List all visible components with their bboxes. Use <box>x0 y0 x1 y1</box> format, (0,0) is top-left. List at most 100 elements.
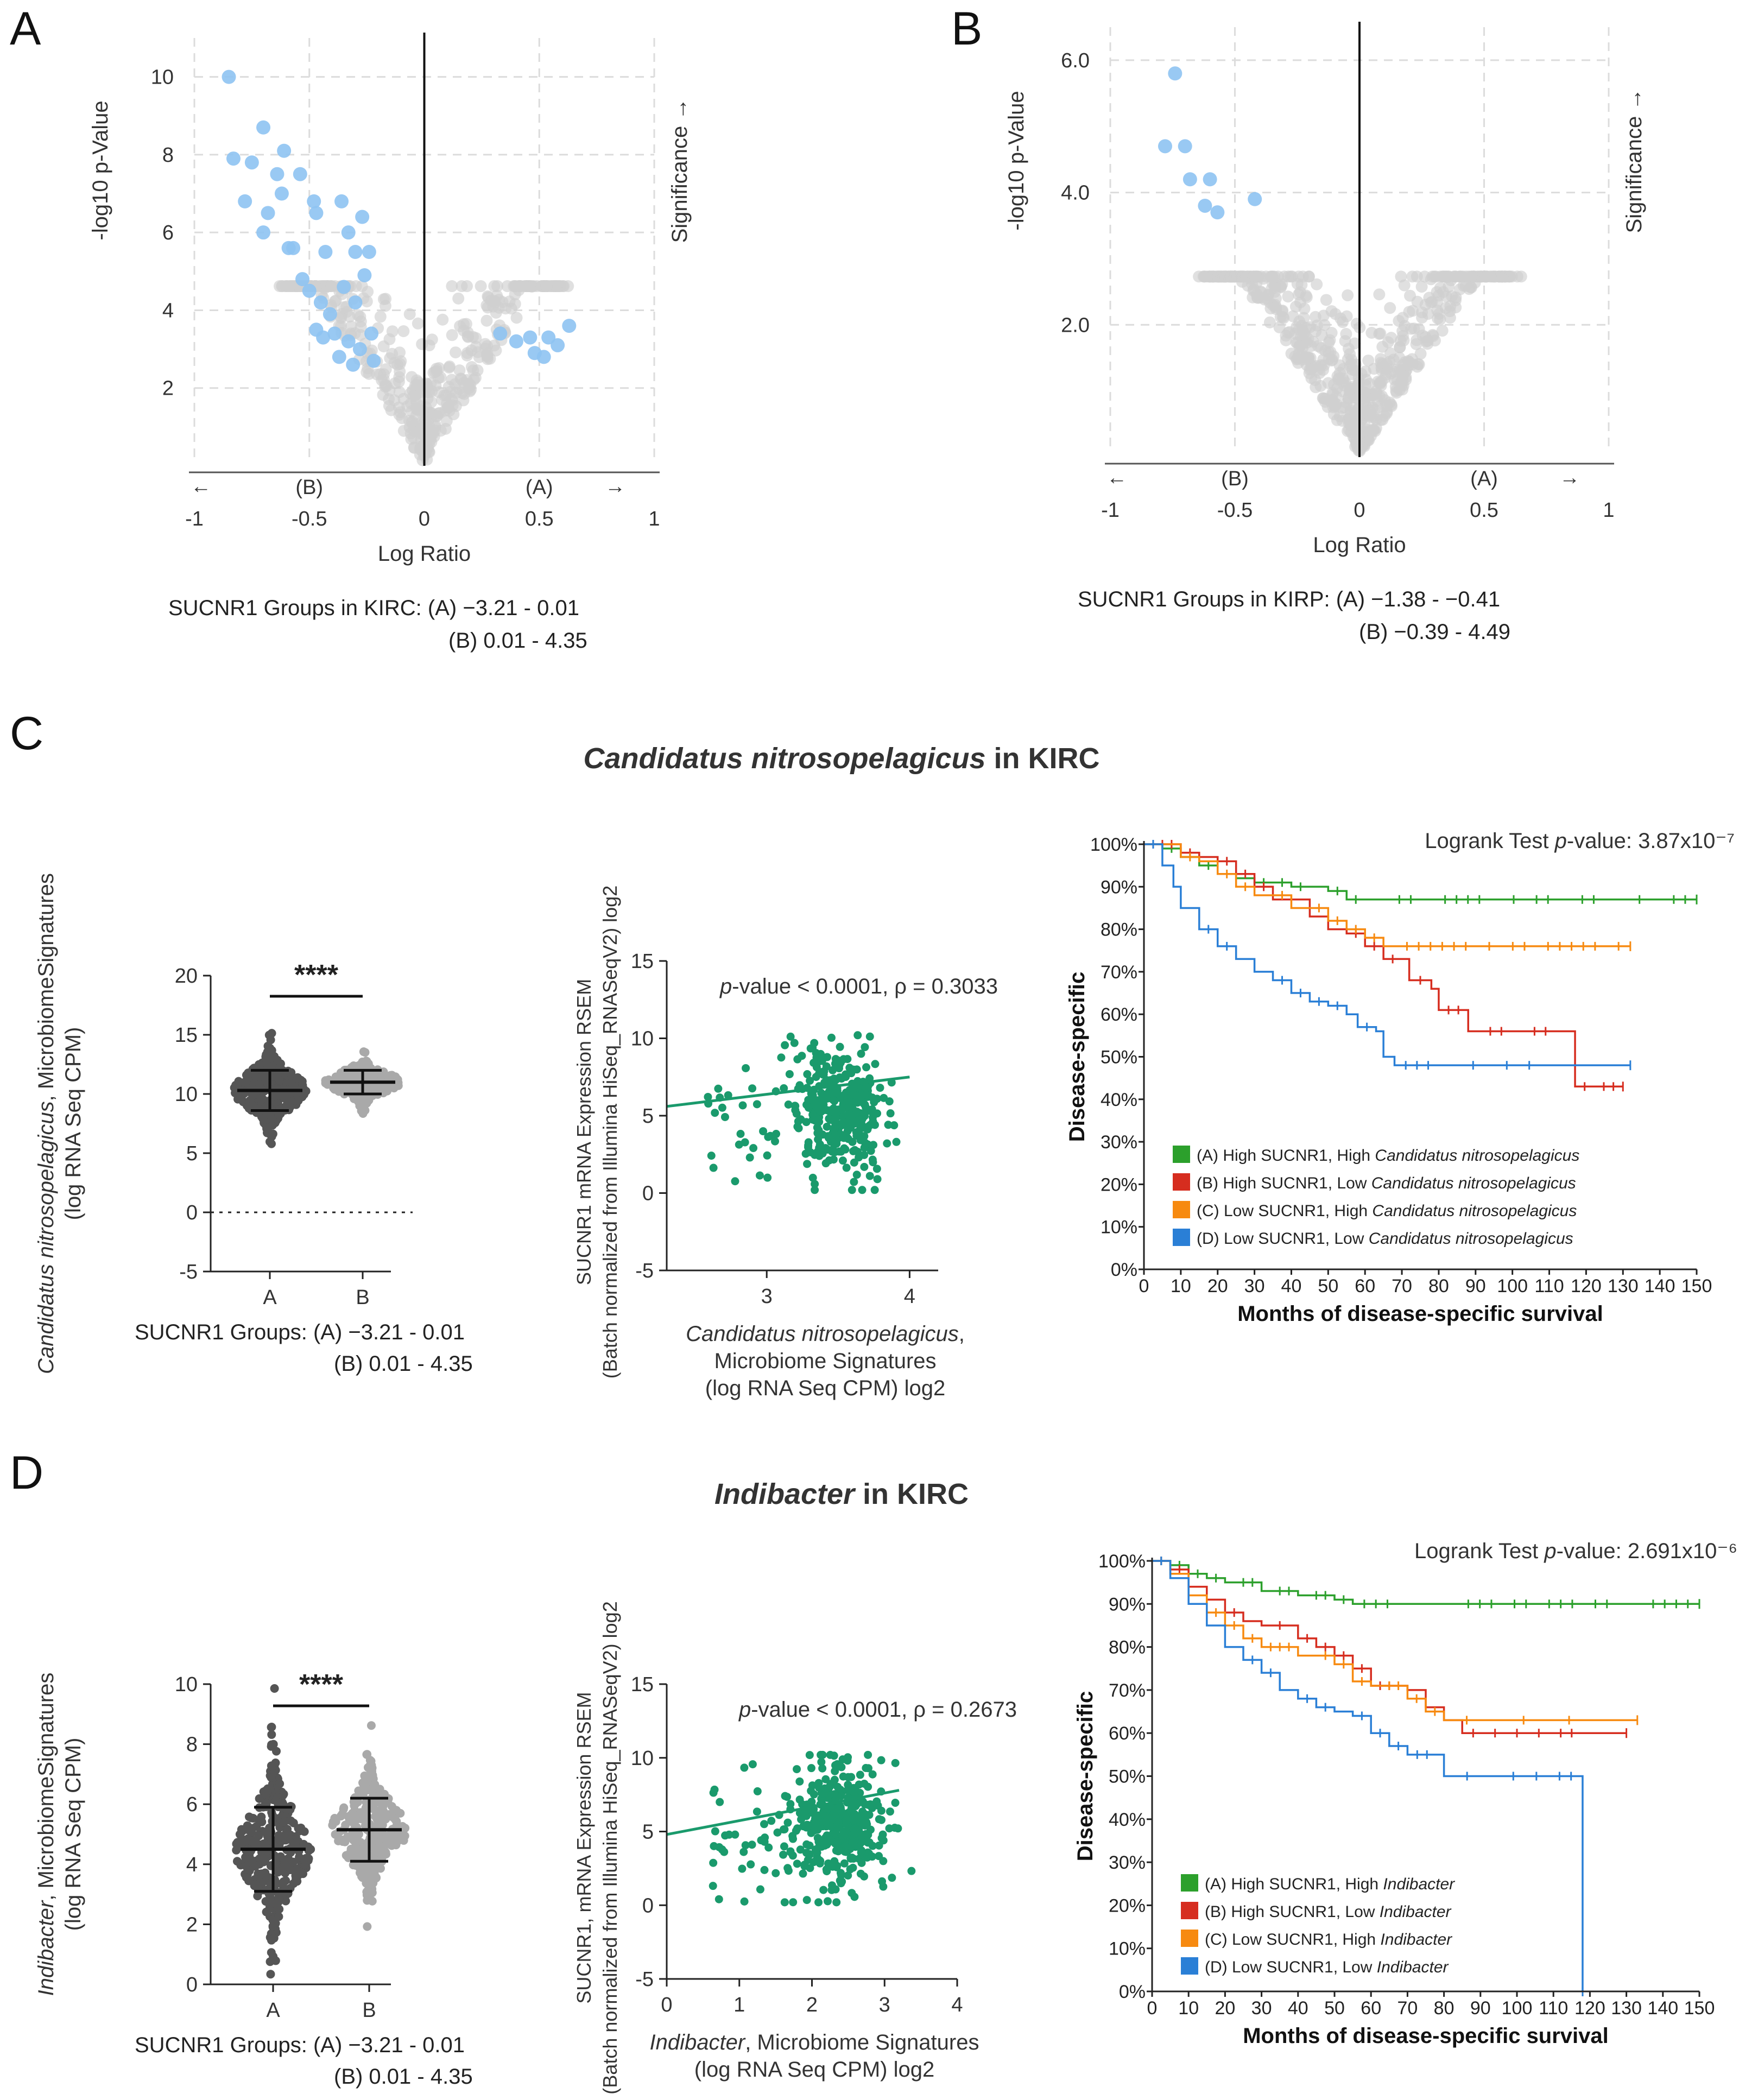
x-tick-label: 60 <box>1355 1276 1375 1296</box>
data-point <box>253 1892 262 1901</box>
background-point <box>1423 292 1436 304</box>
x-tick-label: 3 <box>761 1285 773 1308</box>
x-tick-label: 30 <box>1244 1276 1265 1296</box>
x-tick-label: 80 <box>1428 1276 1449 1296</box>
data-point <box>249 1859 258 1869</box>
significant-point <box>244 155 259 170</box>
data-point <box>808 1115 817 1124</box>
data-point <box>274 1110 283 1119</box>
legend: (A) High SUCNR1, High Indibacter (B) High… <box>1181 1874 1455 1976</box>
data-point <box>246 1836 256 1845</box>
background-point <box>452 292 465 305</box>
y-tick-label: 50% <box>1101 1047 1137 1068</box>
significant-point <box>274 186 289 201</box>
background-point <box>1264 302 1277 315</box>
arrow-left: ← <box>1106 466 1127 489</box>
background-point <box>408 441 420 454</box>
x-tick-label: 90 <box>1465 1276 1486 1296</box>
data-point <box>811 1186 819 1194</box>
data-point <box>383 1812 393 1821</box>
background-point <box>1287 310 1299 322</box>
significance-stars: **** <box>299 1669 344 1700</box>
data-point <box>858 1186 867 1194</box>
background-point <box>1260 270 1272 283</box>
x-tick-label: 50 <box>1324 1998 1345 2019</box>
background-point <box>456 280 468 293</box>
background-point <box>425 436 438 448</box>
data-point <box>850 1893 859 1901</box>
data-point <box>384 1794 393 1803</box>
y-tick-label: 100% <box>1090 834 1137 855</box>
x-tick-label: 130 <box>1608 1276 1639 1296</box>
background-point <box>1436 325 1449 337</box>
background-point <box>281 280 294 293</box>
background-point <box>1310 325 1322 338</box>
data-point <box>267 1836 276 1845</box>
data-point <box>815 1856 824 1865</box>
background-point <box>1450 301 1462 314</box>
data-point <box>813 1147 822 1156</box>
data-point <box>361 1821 370 1830</box>
data-point <box>795 1795 804 1804</box>
background-point <box>1376 390 1388 402</box>
data-point <box>391 1806 400 1815</box>
data-point <box>839 1134 848 1142</box>
background-point <box>1379 400 1392 412</box>
background-point <box>330 294 342 307</box>
background-point <box>404 387 416 400</box>
background-point <box>407 431 420 444</box>
x-ticks: 0 10 20 30 40 50 60 70 80 90 100 110 120 130 140 150 <box>1139 1269 1712 1296</box>
data-point <box>833 1760 842 1768</box>
data-point <box>875 1852 883 1861</box>
data-point <box>832 1846 840 1855</box>
background-point <box>1498 270 1511 283</box>
significant-point <box>509 334 523 349</box>
volcano-plot-b: -1 -0.5 0 0.5 1 2.0 4.0 6.0 Log Ratio -log10 p… <box>1004 22 1646 644</box>
x-tick-label: 50 <box>1318 1276 1338 1296</box>
background-point <box>403 308 416 320</box>
y-tick-label: 0 <box>186 1201 198 1224</box>
data-point <box>814 1126 823 1135</box>
section-title-c: Candidatus nitrosopelagicus in KIRC <box>583 742 1099 775</box>
background-point <box>1439 302 1452 314</box>
background-point <box>513 280 526 293</box>
background-point <box>1404 289 1416 302</box>
background-point <box>458 318 470 331</box>
data-point <box>393 1820 402 1830</box>
data-point <box>753 1787 762 1795</box>
background-point <box>465 383 477 396</box>
background-point <box>365 344 378 357</box>
survival-curve <box>1152 1560 1699 1605</box>
fit-line <box>666 1789 900 1836</box>
data-point <box>862 1063 871 1072</box>
data-point <box>273 1055 282 1065</box>
caption-line-2: (B) −0.39 - 4.49 <box>1359 620 1510 644</box>
significant-point <box>261 206 275 220</box>
data-point <box>844 1780 852 1789</box>
arrow-right: → <box>1559 466 1580 489</box>
y-tick-label: 6 <box>186 1793 198 1816</box>
y-tick-label: 60% <box>1101 1004 1137 1025</box>
data-point <box>811 1180 819 1188</box>
data-point <box>741 1841 750 1850</box>
y-axis-label: Indibacter, MicrobiomeSignatures <box>34 1673 58 1996</box>
significant-point <box>493 326 508 341</box>
y-tick-label: 10 <box>631 1747 654 1770</box>
data-point <box>295 1852 304 1862</box>
data-point <box>270 1684 279 1693</box>
x-ticks: 0 1 2 3 4 <box>661 1979 963 2016</box>
data-point <box>289 1082 298 1091</box>
data-point <box>810 1790 818 1799</box>
y-tick-label: 20% <box>1109 1895 1146 1916</box>
data-point <box>394 1078 403 1087</box>
significant-point <box>318 245 333 259</box>
background-point <box>1394 341 1406 353</box>
data-point <box>842 1810 851 1818</box>
data-point <box>849 1799 858 1808</box>
y-tick-label: -5 <box>635 1968 654 1991</box>
data-point <box>241 1077 250 1086</box>
data-point <box>856 1770 864 1779</box>
background-point <box>1273 321 1286 333</box>
